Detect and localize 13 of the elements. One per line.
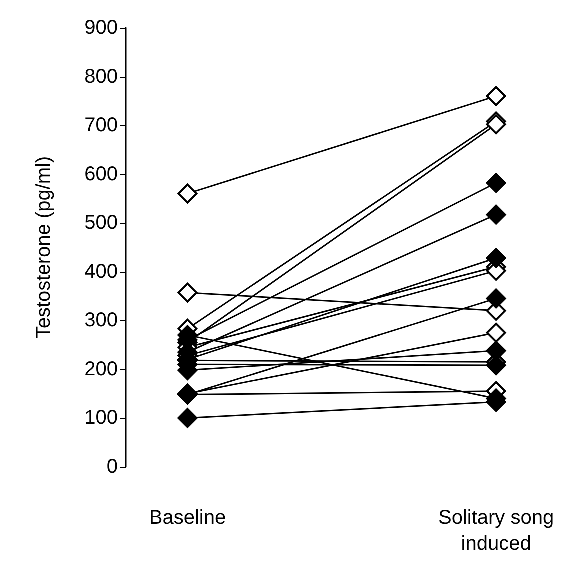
y-axis-title: Testosterone (pg/ml) <box>33 156 55 339</box>
y-tick-label: 800 <box>84 66 118 88</box>
y-tick-label: 700 <box>84 114 118 137</box>
x-tick-label: Baseline <box>149 507 226 529</box>
y-tick-label: 300 <box>84 310 118 332</box>
y-tick-label: 100 <box>84 407 118 430</box>
y-tick-label: 200 <box>84 358 118 380</box>
y-tick-label: 400 <box>84 260 118 283</box>
y-tick-label: 900 <box>84 17 118 39</box>
y-tick-label: 0 <box>106 456 118 478</box>
y-tick-label: 600 <box>84 163 118 186</box>
x-tick-label: Solitary song induced <box>438 507 554 555</box>
y-tick-label: 500 <box>84 212 118 234</box>
